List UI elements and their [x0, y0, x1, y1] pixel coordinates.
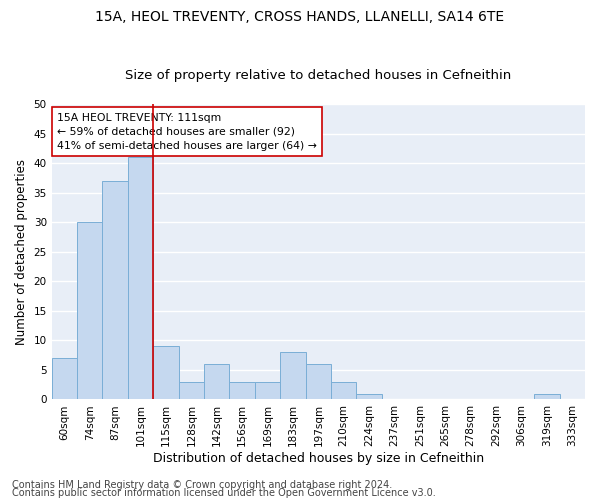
- Bar: [255, 382, 280, 400]
- Bar: [52, 358, 77, 400]
- Bar: [204, 364, 229, 400]
- Bar: [280, 352, 305, 400]
- Bar: [534, 394, 560, 400]
- Text: 15A HEOL TREVENTY: 111sqm
← 59% of detached houses are smaller (92)
41% of semi-: 15A HEOL TREVENTY: 111sqm ← 59% of detac…: [57, 113, 317, 151]
- Text: Contains public sector information licensed under the Open Government Licence v3: Contains public sector information licen…: [12, 488, 436, 498]
- Text: 15A, HEOL TREVENTY, CROSS HANDS, LLANELLI, SA14 6TE: 15A, HEOL TREVENTY, CROSS HANDS, LLANELL…: [95, 10, 505, 24]
- Bar: [77, 222, 103, 400]
- Bar: [356, 394, 382, 400]
- Bar: [103, 181, 128, 400]
- Bar: [305, 364, 331, 400]
- X-axis label: Distribution of detached houses by size in Cefneithin: Distribution of detached houses by size …: [153, 452, 484, 465]
- Bar: [128, 157, 153, 400]
- Bar: [229, 382, 255, 400]
- Bar: [331, 382, 356, 400]
- Y-axis label: Number of detached properties: Number of detached properties: [15, 158, 28, 344]
- Bar: [179, 382, 204, 400]
- Text: Contains HM Land Registry data © Crown copyright and database right 2024.: Contains HM Land Registry data © Crown c…: [12, 480, 392, 490]
- Title: Size of property relative to detached houses in Cefneithin: Size of property relative to detached ho…: [125, 69, 511, 82]
- Bar: [153, 346, 179, 400]
